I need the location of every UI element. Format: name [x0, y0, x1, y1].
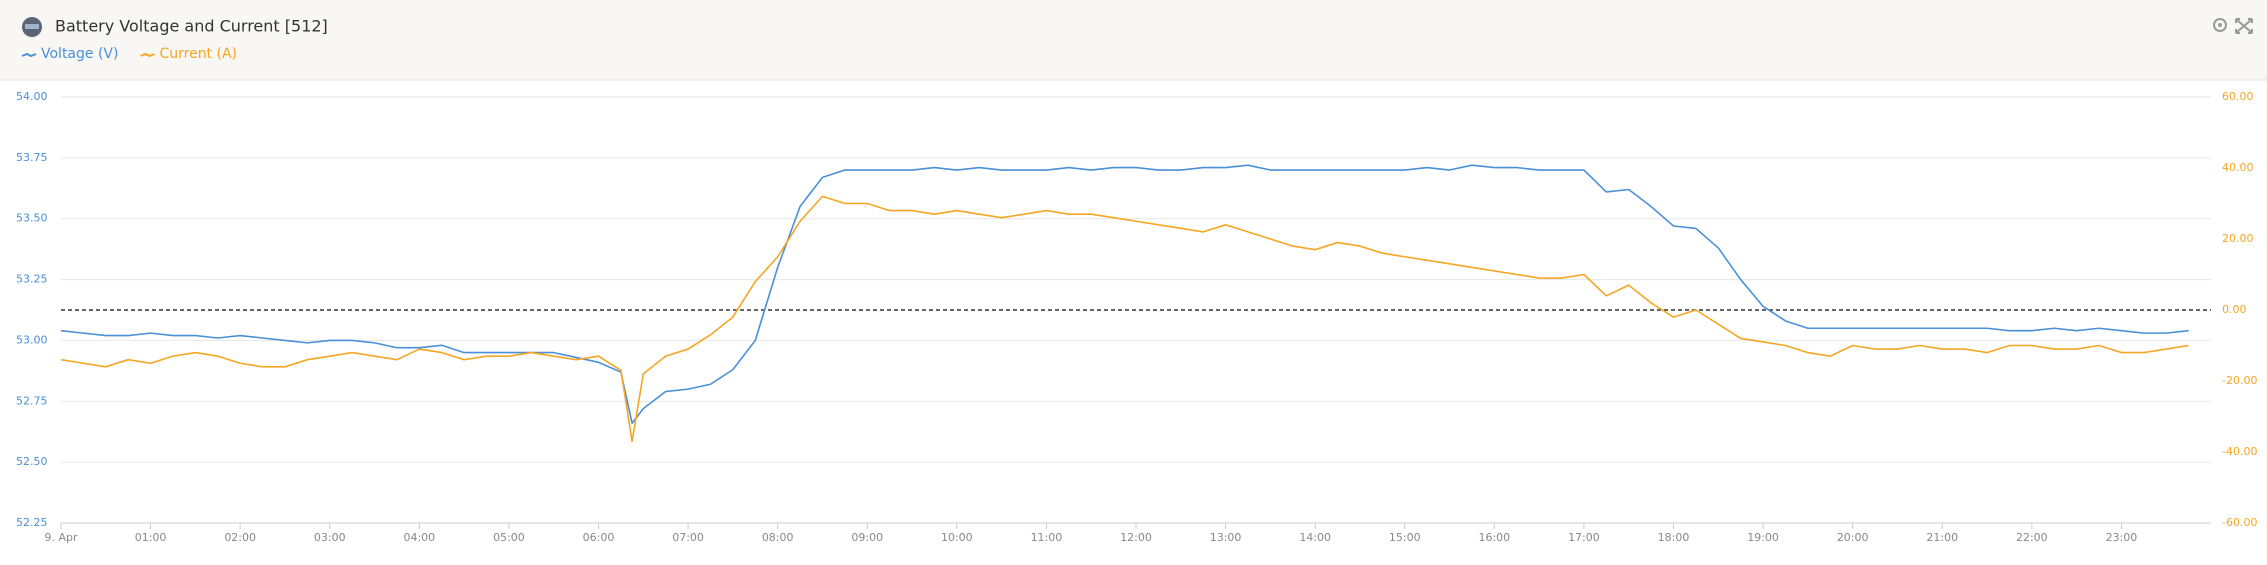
- x-tick-label: 09:00: [851, 531, 883, 544]
- device-icon-detail: [25, 24, 39, 29]
- expand-arrows: [2235, 18, 2253, 34]
- legend-label: Voltage (V): [41, 46, 118, 62]
- x-tick-label: 10:00: [941, 531, 973, 544]
- x-tick-label: 01:00: [135, 531, 167, 544]
- y2-tick-label: 20.00: [2222, 232, 2254, 245]
- x-tick-label: 17:00: [1568, 531, 1600, 544]
- x-tick-label: 20:00: [1837, 531, 1869, 544]
- y-tick-label: 53.50: [16, 212, 48, 225]
- legend: Voltage (V) Current (A): [21, 46, 237, 62]
- x-tick-label: 08:00: [762, 531, 794, 544]
- x-tick-label: 13:00: [1210, 531, 1242, 544]
- y-tick-label: 53.75: [16, 151, 48, 164]
- x-tick-label: 04:00: [403, 531, 435, 544]
- legend-swatch: [140, 52, 155, 58]
- x-tick-label: 03:00: [314, 531, 346, 544]
- series-line: [60, 164, 2189, 424]
- settings-icon[interactable]: [2213, 18, 2227, 32]
- y-tick-label: 54.00: [16, 90, 48, 103]
- x-tick-label: 18:00: [1658, 531, 1690, 544]
- y2-tick-label: 40.00: [2222, 161, 2254, 174]
- x-tick-label: 06:00: [583, 531, 615, 544]
- y2-tick-label: -20.00: [2222, 374, 2257, 387]
- legend-label: Current (A): [159, 46, 237, 62]
- gear-ring: [2213, 18, 2227, 32]
- x-tick-label: 02:00: [224, 531, 256, 544]
- x-tick-label: 16:00: [1478, 531, 1510, 544]
- gear-center: [2218, 23, 2222, 27]
- x-tick-label: 14:00: [1299, 531, 1331, 544]
- x-tick-label: 21:00: [1926, 531, 1958, 544]
- y2-tick-label: 60.00: [2222, 90, 2254, 103]
- chart-title: Battery Voltage and Current [512]: [55, 17, 328, 36]
- x-tick-label: 22:00: [2016, 531, 2048, 544]
- y-tick-label: 53.25: [16, 273, 48, 286]
- series-line: [60, 195, 2189, 443]
- y-tick-label: 52.25: [16, 516, 48, 529]
- plot-area: 52.25 52.50 52.75 53.00 53.25 53.50 53.75 54.00…: [16, 90, 2257, 544]
- x-tick-label: 12:00: [1120, 531, 1152, 544]
- x-tick-label: 19:00: [1747, 531, 1779, 544]
- legend-swatch: [21, 52, 37, 58]
- y2-tick-label: -40.00: [2222, 445, 2257, 458]
- header-background: [0, 0, 2267, 80]
- y-tick-label: 53.00: [16, 333, 48, 346]
- y2-tick-label: 0.00: [2222, 303, 2247, 316]
- x-tick-label: 23:00: [2106, 531, 2138, 544]
- x-tick-label: 05:00: [493, 531, 525, 544]
- x-tick-label: 11:00: [1031, 531, 1063, 544]
- y2-tick-label: -60.00: [2222, 516, 2257, 529]
- y-tick-label: 52.75: [16, 394, 48, 407]
- x-tick-label: 15:00: [1389, 531, 1421, 544]
- x-tick-label: 07:00: [672, 531, 704, 544]
- x-tick-label: 9. Apr: [44, 531, 77, 544]
- expand-icon[interactable]: [2235, 18, 2253, 34]
- y-tick-label: 52.50: [16, 455, 48, 468]
